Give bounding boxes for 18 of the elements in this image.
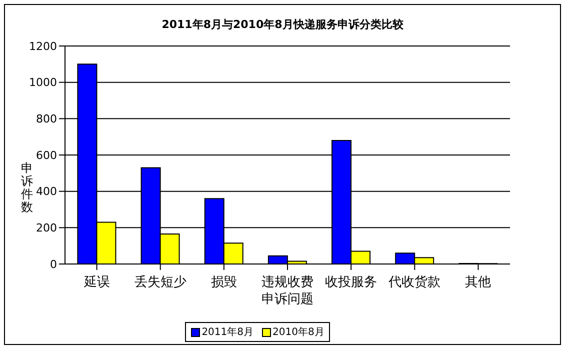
y-tick-label: 200 — [36, 222, 57, 235]
y-tick-label: 1200 — [29, 40, 57, 53]
x-tick-label: 丢失短少 — [134, 275, 186, 290]
x-tick-label: 收投服务 — [325, 275, 378, 290]
x-tick-label: 其他 — [465, 275, 492, 290]
x-tick-label: 代收货款 — [388, 275, 441, 290]
x-tick-label: 损毁 — [210, 275, 237, 290]
y-tick-label: 0 — [50, 258, 57, 271]
x-tick-label: 违规收费申诉问题 — [262, 275, 314, 307]
y-tick-label: 400 — [36, 185, 57, 198]
chart-title: 2011年8月与2010年8月快递服务申诉分类比较 — [160, 17, 404, 32]
y-tick-label: 600 — [36, 148, 57, 162]
legend-label: 2011年8月 — [200, 326, 254, 339]
y-axis-title: 申诉件数 — [21, 161, 33, 214]
x-tick-label: 延误 — [82, 275, 110, 290]
y-tick-label: 800 — [36, 112, 57, 126]
y-tick-label: 1000 — [29, 76, 57, 90]
legend-label: 2010年8月 — [272, 326, 324, 339]
